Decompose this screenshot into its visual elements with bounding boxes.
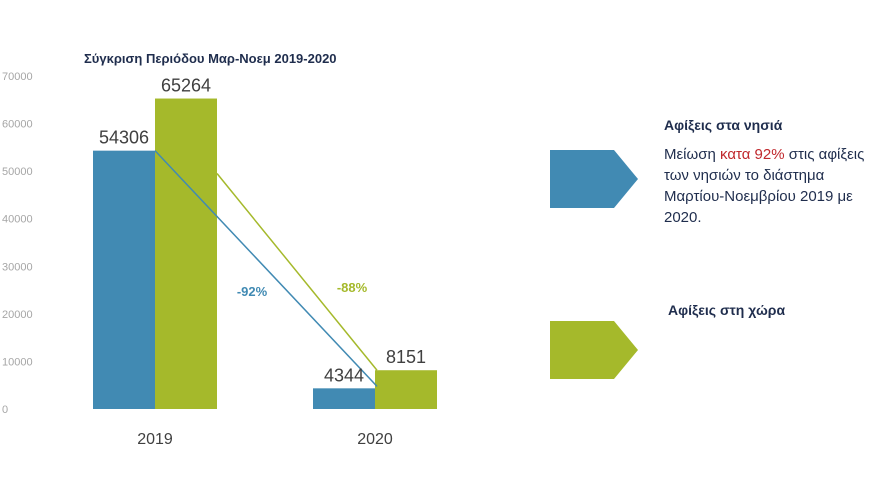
islands-legend-heading: Αφίξεις στα νησιά bbox=[664, 117, 783, 133]
y-tick-label: 40000 bbox=[2, 214, 33, 226]
country-legend-heading: Αφίξεις στη χώρα bbox=[668, 302, 786, 318]
x-category-label: 2020 bbox=[357, 431, 393, 448]
y-tick-label: 60000 bbox=[2, 119, 33, 131]
desc-highlight: κατα 92% bbox=[720, 146, 785, 163]
y-tick-label: 50000 bbox=[2, 166, 33, 178]
desc-post: στις αφίξεις των νησιών το διάστημα Μαρτ… bbox=[664, 146, 865, 226]
bar-country-2020 bbox=[375, 370, 437, 409]
bar-country-2019 bbox=[155, 98, 217, 409]
bar-value-label: 8151 bbox=[386, 347, 426, 367]
bar-islands-2019 bbox=[93, 150, 155, 409]
change-label: -92% bbox=[237, 284, 268, 299]
bar-islands-2020 bbox=[313, 388, 375, 409]
islands-trend-line bbox=[154, 150, 378, 387]
chart-title: Σύγκριση Περιόδου Μαρ-Νοεμ 2019-2020 bbox=[84, 51, 337, 66]
y-tick-label: 20000 bbox=[2, 309, 33, 321]
change-label: -88% bbox=[337, 280, 368, 295]
bar-value-label: 4344 bbox=[324, 365, 364, 385]
y-tick-label: 10000 bbox=[2, 356, 33, 368]
data-labels: 54306 4344 65264 8151 -92% -88% bbox=[99, 76, 426, 386]
y-tick-label: 30000 bbox=[2, 261, 33, 273]
x-axis: 2019 2020 bbox=[137, 431, 393, 448]
desc-pre: Μείωση bbox=[664, 146, 720, 163]
x-category-label: 2019 bbox=[137, 431, 173, 448]
country-arrow-icon bbox=[550, 321, 638, 379]
country-trend-line bbox=[216, 173, 378, 371]
bar-value-label: 54306 bbox=[99, 128, 149, 148]
bar-value-label: 65264 bbox=[161, 76, 211, 96]
trend-lines bbox=[154, 150, 378, 387]
y-tick-label: 0 bbox=[2, 404, 8, 416]
y-tick-label: 70000 bbox=[2, 71, 33, 83]
bars-group bbox=[93, 98, 437, 409]
islands-legend-description: Μείωση κατα 92% στις αφίξεις των νησιών … bbox=[664, 144, 879, 228]
islands-arrow-icon bbox=[550, 150, 638, 208]
y-axis: 0 10000 20000 30000 40000 50000 60000 70000 bbox=[2, 71, 33, 416]
